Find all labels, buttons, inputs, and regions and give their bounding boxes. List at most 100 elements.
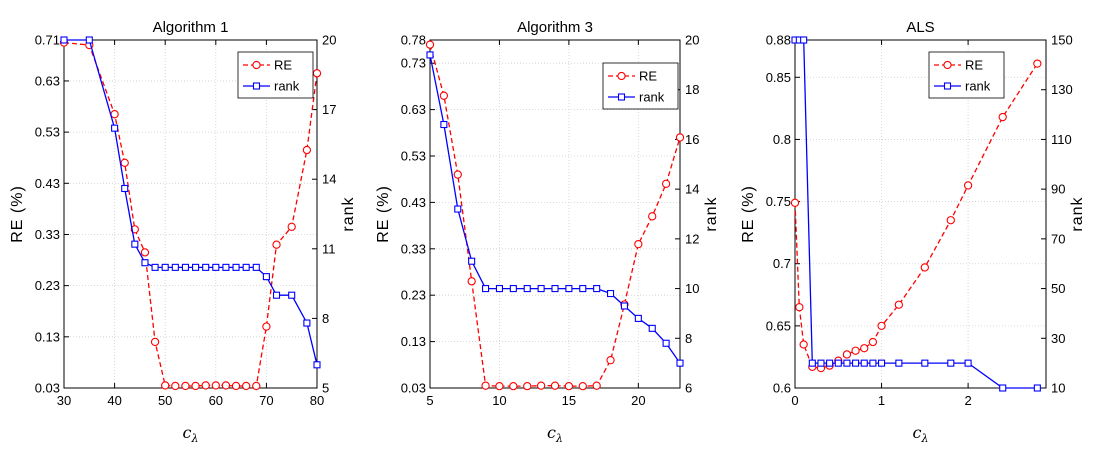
chart-title: Algorithm 3: [517, 19, 593, 36]
x-tick-label: 10: [492, 393, 506, 408]
data-point-re: [578, 381, 587, 391]
data-point-rank: [634, 314, 642, 322]
data-point-rank: [495, 285, 503, 293]
y-tick-label: 0.53: [401, 149, 426, 164]
data-point-re: [181, 381, 190, 391]
y2-tick-label: 16: [685, 132, 699, 147]
y-tick-label: 0.03: [401, 381, 426, 396]
data-point-rank: [232, 263, 240, 271]
y-tick-label: 0.23: [401, 288, 426, 303]
legend-label-re: RE: [965, 58, 983, 73]
data-point-rank: [272, 291, 281, 299]
legend-marker-rank: [617, 93, 626, 101]
data-point-rank: [964, 359, 972, 367]
data-point-re: [606, 356, 615, 365]
data-point-rank: [852, 359, 860, 367]
data-point-rank: [141, 259, 149, 267]
data-point-rank: [111, 124, 119, 132]
data-point-rank: [242, 263, 250, 271]
series-line-rank: [64, 39, 318, 365]
y-tick-label: 0.13: [401, 334, 426, 349]
data-point-rank: [181, 263, 189, 271]
y-axis-label: RE (%): [9, 185, 26, 243]
data-point-re: [634, 240, 643, 249]
y2-tick-label: 12: [685, 231, 699, 246]
data-point-re: [425, 40, 435, 49]
legend-box: [602, 62, 679, 110]
legend-marker-re: [252, 60, 261, 70]
data-point-re: [302, 145, 312, 155]
data-point-rank: [869, 359, 877, 367]
data-point-rank: [817, 359, 825, 367]
x-axis-label: cλ: [547, 423, 563, 445]
data-point-rank: [171, 263, 179, 271]
y2-axis-label: rank: [1069, 196, 1086, 231]
x-axis-label-sub: λ: [555, 432, 563, 445]
data-point-re: [211, 381, 220, 390]
legend-label-rank: rank: [965, 79, 991, 94]
data-point-re: [171, 381, 180, 391]
y2-axis-label: rank: [703, 196, 720, 231]
y-axis-label: RE (%): [375, 185, 392, 243]
data-point-re: [946, 216, 955, 225]
y2-tick-label: 6: [685, 381, 692, 396]
data-point-rank: [800, 36, 808, 44]
legend-label-rank: rank: [274, 79, 300, 94]
y2-tick-label: 70: [1051, 231, 1065, 246]
y2-tick-label: 5: [322, 381, 329, 396]
y2-tick-label: 10: [1051, 381, 1065, 396]
y-tick-label: 0.7: [773, 256, 791, 271]
data-point-rank: [1033, 384, 1041, 392]
data-point-re: [920, 263, 929, 272]
x-axis-label-sub: λ: [920, 432, 928, 445]
x-tick-label: 15: [562, 393, 576, 408]
data-point-rank: [921, 359, 929, 367]
data-point-re: [877, 321, 886, 331]
data-point-rank: [565, 285, 573, 293]
data-point-re: [495, 381, 504, 391]
data-point-re: [120, 158, 129, 167]
data-point-rank: [593, 285, 601, 293]
data-point-re: [523, 381, 532, 391]
y2-tick-label: 10: [685, 281, 699, 296]
y-tick-label: 0.33: [35, 227, 60, 242]
data-point-re: [110, 110, 119, 119]
data-point-re: [481, 381, 490, 390]
y2-tick-label: 8: [685, 331, 692, 346]
y-tick-label: 0.53: [35, 125, 60, 140]
data-point-re: [536, 381, 546, 390]
data-point-re: [842, 350, 852, 359]
chart-title: ALS: [906, 19, 934, 36]
x-tick-label: 20: [631, 393, 645, 408]
y-tick-label: 0.43: [401, 195, 426, 210]
data-point-re: [592, 381, 601, 390]
x-tick-label: 80: [310, 393, 324, 408]
data-point-rank: [826, 359, 834, 367]
data-point-rank: [454, 205, 462, 213]
data-point-rank: [523, 285, 531, 293]
data-point-rank: [579, 285, 587, 293]
data-point-rank: [222, 263, 230, 271]
data-point-re: [998, 112, 1007, 122]
y-tick-label: 0.13: [35, 329, 60, 344]
x-tick-label: 5: [426, 393, 433, 408]
data-point-re: [272, 240, 281, 249]
data-point-rank: [551, 285, 559, 293]
data-point-re: [262, 322, 271, 331]
data-point-rank: [607, 289, 615, 298]
y2-tick-label: 14: [685, 182, 699, 197]
y-tick-label: 0.73: [401, 56, 426, 71]
y2-tick-label: 30: [1051, 331, 1065, 346]
data-point-rank: [620, 302, 628, 310]
data-point-rank: [85, 36, 93, 44]
y2-tick-label: 20: [685, 33, 699, 48]
y2-tick-label: 20: [322, 33, 336, 48]
data-point-rank: [131, 240, 139, 248]
data-point-rank: [878, 359, 886, 367]
data-point-re: [140, 248, 150, 257]
y-tick-label: 0.03: [35, 381, 60, 396]
data-point-re: [894, 300, 904, 309]
chart-title: Algorithm 1: [153, 19, 229, 36]
x-tick-label: 30: [57, 393, 71, 408]
